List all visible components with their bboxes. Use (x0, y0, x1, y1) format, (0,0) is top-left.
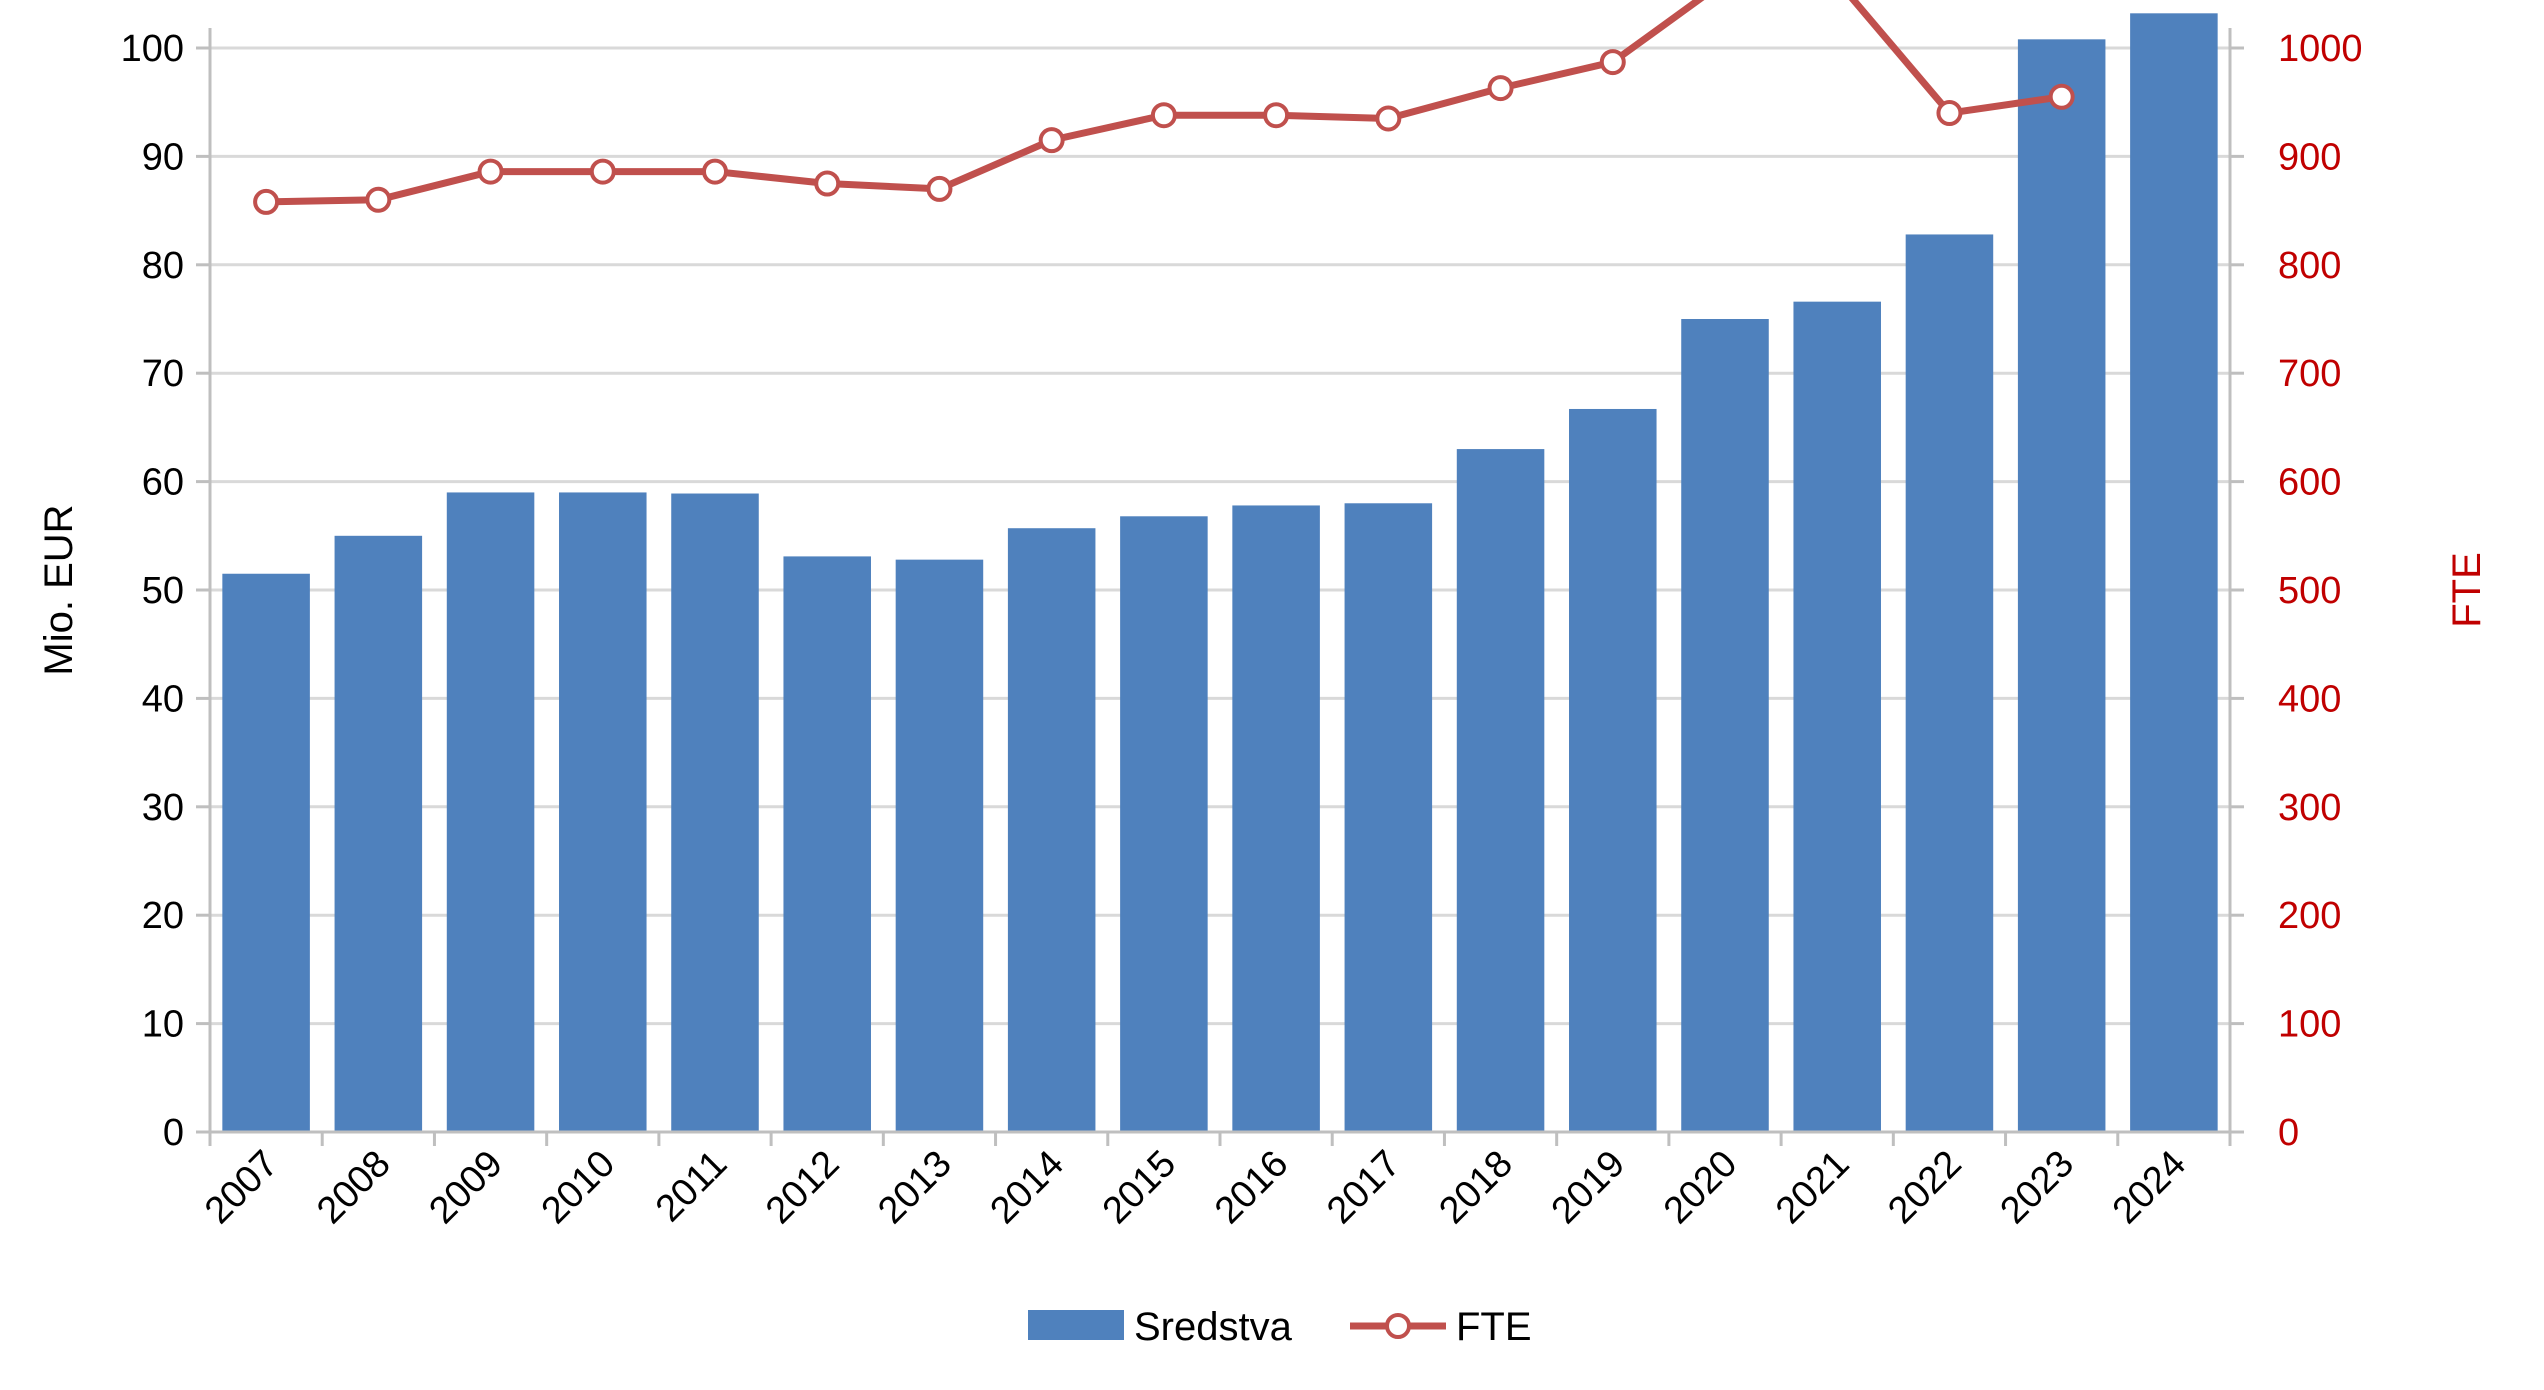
legend: Sredstva FTE (1028, 1305, 1532, 1349)
bar-2009 (446, 492, 535, 1132)
x-tick-label: 2017 (1319, 1143, 1408, 1232)
fte-point-2009 (477, 158, 504, 185)
y-right-tick-label: 0 (2278, 1112, 2299, 1154)
bar-2007 (222, 573, 310, 1132)
y-right-tick-label: 100 (2278, 1004, 2341, 1046)
x-tick-label: 2016 (1207, 1143, 1296, 1232)
y-right-tick-label: 300 (2278, 787, 2341, 829)
y-left-tick-label: 50 (142, 570, 184, 612)
bar-2011 (671, 493, 759, 1132)
bar-2010 (559, 492, 647, 1132)
fte-point-2008 (365, 186, 392, 213)
fte-line (266, 0, 2063, 206)
y-right-tick-label: 700 (2278, 353, 2341, 395)
x-tick-label: 2023 (1993, 1143, 2082, 1232)
bar-series (222, 13, 2218, 1133)
y-left-tick-label: 0 (163, 1112, 184, 1154)
x-tick-label: 2015 (1095, 1143, 1184, 1232)
y-left-tick-label: 70 (142, 353, 184, 395)
fte-point-2011 (702, 158, 728, 185)
legend-label-line: FTE (1456, 1305, 1532, 1349)
x-tick-label: 2007 (197, 1143, 286, 1232)
bar-2017 (1344, 503, 1433, 1132)
y-left-tick-label: 80 (142, 245, 184, 287)
fte-point-2019 (1599, 49, 1626, 76)
bar-2018 (1456, 449, 1545, 1133)
x-tick-label: 2021 (1768, 1143, 1857, 1232)
y-left-tick-label: 60 (142, 462, 184, 504)
fte-point-2015 (1150, 102, 1177, 129)
fte-point-2007 (253, 188, 280, 215)
legend-swatch-bar (1028, 1310, 1124, 1340)
fte-point-2022 (1936, 100, 1963, 127)
bar-2022 (1905, 234, 1994, 1132)
x-tick-label: 2024 (2105, 1143, 2194, 1232)
bar-2013 (895, 559, 984, 1132)
line-series (253, 0, 2075, 215)
x-tick-label: 2009 (421, 1143, 510, 1232)
x-tick-label: 2013 (870, 1143, 959, 1232)
bar-2020 (1681, 319, 1769, 1132)
x-tick-label: 2008 (309, 1143, 398, 1232)
y-left-tick-label: 90 (142, 136, 184, 178)
x-tick-label: 2019 (1544, 1143, 1633, 1232)
y-left-tick-label: 40 (142, 678, 184, 720)
bar-2024 (2130, 13, 2218, 1132)
bar-2014 (1007, 528, 1096, 1132)
y-axis-left-title: Mio. EUR (37, 504, 81, 675)
y-right-tick-label: 400 (2278, 678, 2341, 720)
y-axis-right-title: FTE (2445, 552, 2489, 628)
x-tick-label: 2018 (1431, 1143, 1520, 1232)
bar-2019 (1569, 408, 1657, 1132)
y-left-tick-label: 100 (121, 28, 184, 70)
legend-marker-line (1385, 1313, 1411, 1339)
fte-point-2010 (589, 158, 616, 185)
fte-point-2016 (1263, 102, 1290, 129)
bar-2021 (1793, 301, 1881, 1132)
y-right-tick-label: 1000 (2278, 28, 2363, 70)
fte-point-2012 (814, 170, 841, 197)
y-right-tick-label: 200 (2278, 895, 2341, 937)
bar-2023 (2017, 39, 2106, 1132)
legend-label-bar: Sredstva (1134, 1305, 1293, 1349)
bar-2015 (1120, 516, 1208, 1132)
x-tick-label: 2022 (1880, 1143, 1969, 1232)
y-left-tick-label: 20 (142, 895, 184, 937)
bar-2016 (1232, 505, 1320, 1132)
y-left-tick-label: 10 (142, 1004, 184, 1046)
fte-point-2018 (1487, 75, 1514, 102)
y-right-tick-label: 600 (2278, 462, 2341, 504)
x-tick-label: 2020 (1656, 1143, 1745, 1232)
x-tick-label: 2012 (758, 1143, 847, 1232)
x-tick-label: 2010 (534, 1143, 623, 1232)
y-left-tick-label: 30 (142, 787, 184, 829)
y-right-tick-label: 900 (2278, 136, 2341, 178)
fte-point-2013 (926, 175, 953, 202)
y-right-tick-label: 800 (2278, 245, 2341, 287)
fte-point-2014 (1038, 127, 1065, 154)
x-tick-label: 2011 (648, 1143, 735, 1230)
axes (196, 28, 2244, 1146)
x-tick-label: 2014 (983, 1143, 1072, 1232)
bar-2008 (334, 535, 423, 1132)
fte-point-2023 (2048, 83, 2075, 110)
y-right-tick-label: 500 (2278, 570, 2341, 612)
fte-point-2017 (1375, 105, 1402, 132)
bar-2012 (783, 556, 871, 1132)
